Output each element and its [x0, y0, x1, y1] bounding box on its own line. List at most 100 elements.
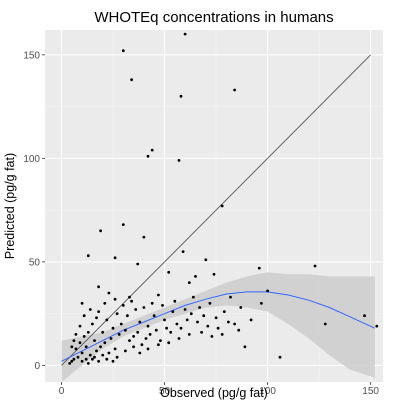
data-point — [113, 347, 117, 351]
data-point — [159, 339, 162, 342]
data-point — [97, 359, 100, 363]
data-point — [91, 322, 94, 326]
x-tick-label: 50 — [159, 386, 171, 397]
data-point — [181, 250, 185, 254]
data-point — [136, 262, 140, 266]
data-point — [99, 229, 102, 233]
identity-line-layer — [61, 54, 371, 366]
data-point — [134, 308, 138, 311]
data-point — [128, 295, 131, 299]
data-point — [200, 330, 204, 334]
data-point — [179, 326, 183, 330]
data-point — [323, 322, 327, 326]
x-tick-label: 150 — [362, 386, 379, 397]
data-point — [99, 345, 102, 349]
data-point — [185, 318, 189, 322]
data-point — [84, 357, 88, 361]
x-tick-label: 0 — [59, 386, 65, 397]
identity-line — [61, 54, 371, 366]
data-point — [119, 322, 123, 326]
data-point — [220, 333, 224, 336]
data-point — [375, 324, 379, 328]
data-point — [113, 256, 117, 260]
data-point — [97, 285, 100, 289]
chart-title: WHOTEq concentrations in humans — [94, 9, 333, 26]
data-point — [183, 308, 187, 311]
data-point — [74, 347, 78, 351]
data-point — [111, 359, 115, 363]
data-point — [103, 301, 107, 305]
x-tick-label: 100 — [259, 386, 276, 397]
data-point — [216, 326, 220, 330]
data-point — [169, 330, 173, 334]
data-point — [101, 330, 105, 334]
point-layer — [68, 32, 379, 365]
data-point — [109, 337, 113, 340]
data-point — [121, 49, 125, 53]
data-point — [198, 306, 202, 309]
smooth-line — [61, 291, 376, 362]
data-point — [124, 349, 127, 353]
data-point — [128, 339, 131, 342]
data-point — [132, 335, 136, 338]
data-point — [220, 204, 224, 208]
data-point — [93, 339, 96, 342]
data-point — [105, 318, 109, 322]
data-point — [177, 159, 181, 162]
data-point — [138, 351, 142, 355]
data-point — [278, 355, 282, 359]
data-point — [70, 345, 74, 349]
data-point — [243, 345, 247, 349]
data-point — [74, 333, 78, 336]
data-point — [192, 295, 195, 299]
data-point — [103, 341, 107, 345]
data-point — [97, 310, 100, 313]
data-point — [161, 304, 164, 307]
data-point — [84, 345, 88, 349]
data-point — [126, 314, 129, 318]
y-axis-label: Predicted (pg/g fat) — [3, 153, 17, 259]
data-point — [142, 306, 146, 309]
data-point — [189, 312, 193, 316]
data-point — [140, 343, 144, 347]
data-point — [233, 88, 237, 92]
data-point — [214, 316, 218, 320]
smooth-line-layer — [61, 291, 376, 362]
data-point — [173, 299, 177, 303]
data-point — [70, 359, 74, 363]
data-point — [113, 297, 117, 301]
data-point — [117, 333, 121, 336]
data-point — [266, 289, 269, 293]
confidence-band — [61, 272, 375, 382]
data-point — [260, 301, 263, 305]
data-point — [130, 299, 134, 303]
data-point — [88, 308, 92, 311]
data-point — [163, 318, 166, 322]
data-point — [76, 355, 80, 359]
data-point — [115, 312, 119, 316]
data-point — [138, 320, 142, 324]
data-point — [239, 306, 243, 309]
data-point — [154, 328, 158, 332]
y-tick-label: 50 — [29, 257, 41, 268]
y-tick-label: 150 — [23, 50, 40, 61]
data-point — [204, 258, 208, 262]
data-point — [208, 301, 212, 305]
data-point — [165, 326, 169, 330]
data-point — [194, 275, 197, 278]
data-point — [68, 362, 72, 365]
data-point — [171, 310, 175, 313]
data-point — [222, 310, 226, 313]
data-point — [227, 320, 230, 324]
data-point — [124, 328, 127, 332]
data-point — [157, 343, 160, 347]
data-point — [78, 341, 82, 345]
data-point — [95, 349, 98, 353]
data-point — [177, 337, 181, 340]
data-point — [130, 78, 134, 82]
data-point — [142, 235, 146, 239]
data-point — [105, 357, 109, 361]
y-tick-label: 100 — [23, 154, 40, 165]
data-point — [363, 314, 366, 318]
data-point — [187, 281, 191, 284]
